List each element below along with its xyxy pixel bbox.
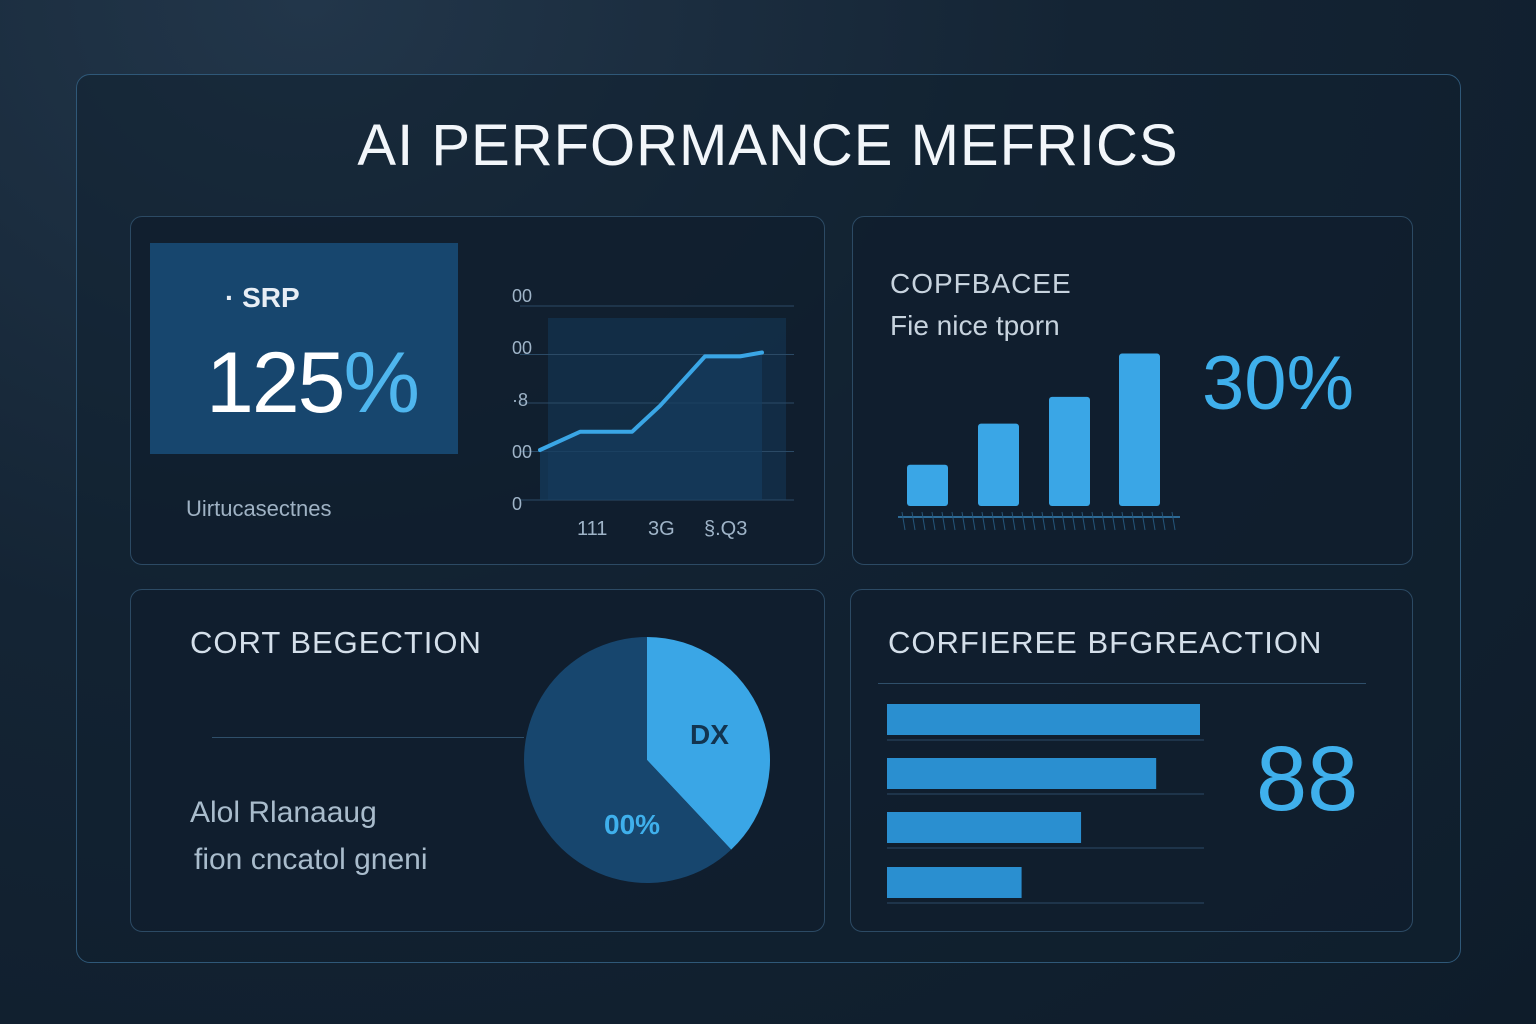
bar-baseline-tick bbox=[1041, 511, 1046, 531]
bar-baseline-tick bbox=[1001, 511, 1006, 531]
bar-baseline-tick bbox=[1171, 511, 1176, 531]
bar-baseline-tick bbox=[1011, 511, 1016, 531]
bar-baseline-tick bbox=[911, 511, 916, 531]
kpi-label: · SRP bbox=[225, 282, 300, 313]
bar-baseline-tick bbox=[921, 511, 926, 531]
line-series bbox=[538, 350, 764, 452]
bar bbox=[1119, 353, 1160, 506]
bar bbox=[1049, 396, 1090, 506]
bar-baseline-tick bbox=[1061, 511, 1066, 531]
bar-baseline-tick bbox=[981, 511, 986, 531]
bar-panel-value: 30% bbox=[1202, 341, 1355, 426]
bar-baseline-tick bbox=[1161, 511, 1166, 531]
pie-slice-label: DX bbox=[690, 719, 729, 750]
pie-slice-label: 00% bbox=[604, 809, 660, 840]
kpi-value: 125% bbox=[206, 334, 420, 433]
bar-baseline-tick bbox=[1121, 511, 1126, 531]
kpi-unit: % bbox=[343, 335, 420, 431]
bar-panel-heading: COPFBACEE bbox=[890, 268, 1072, 299]
bar-baseline-tick bbox=[961, 511, 966, 531]
kpi-footer-label: Uirtucasectnes bbox=[186, 496, 332, 521]
bar-baseline-tick bbox=[991, 511, 996, 531]
hbar bbox=[887, 867, 1022, 898]
bar-baseline-tick bbox=[951, 511, 956, 531]
line-y-tick-label: 00 bbox=[512, 338, 532, 358]
line-x-tick-label: 3G bbox=[648, 518, 675, 540]
bar-baseline-tick bbox=[971, 511, 976, 531]
bar-baseline-tick bbox=[901, 511, 906, 531]
line-y-tick-label: 0 bbox=[512, 494, 522, 514]
bar-baseline-tick bbox=[1141, 511, 1146, 531]
line-y-tick-label: ·8 bbox=[512, 390, 528, 410]
page-title: AI PERFORMANCE MEFRICS bbox=[357, 113, 1179, 178]
hbar bbox=[887, 704, 1200, 735]
pie-panel-text-2: fion cncatol gneni bbox=[194, 843, 428, 876]
line-y-tick-label: 00 bbox=[512, 286, 532, 306]
line-x-tick-label: §.Q3 bbox=[704, 518, 747, 540]
kpi-box bbox=[150, 243, 458, 454]
bar-baseline-tick bbox=[931, 511, 936, 531]
bar-baseline-tick bbox=[1071, 511, 1076, 531]
line-x-tick-label: 111 bbox=[577, 518, 607, 540]
bar-baseline-tick bbox=[1091, 511, 1096, 531]
pie-panel-text-1: Alol Rlanaaug bbox=[190, 796, 377, 829]
pie-panel-heading: CORT BEGECTION bbox=[190, 625, 482, 660]
bar bbox=[907, 464, 948, 506]
pie-panel-divider bbox=[212, 737, 524, 738]
line-y-tick-label: 00 bbox=[512, 442, 532, 462]
bar-baseline-tick bbox=[1151, 511, 1156, 531]
kpi-number: 125 bbox=[206, 335, 345, 431]
bar-baseline-tick bbox=[941, 511, 946, 531]
bar bbox=[978, 423, 1019, 506]
hbar-panel-heading: CORFIEREE BFGREACTION bbox=[888, 625, 1323, 660]
bar-panel-subheading: Fie nice tporn bbox=[890, 310, 1060, 341]
bar-baseline-tick bbox=[1021, 511, 1026, 531]
pie-slice bbox=[647, 637, 770, 850]
hbar bbox=[887, 758, 1157, 789]
bar-baseline-tick bbox=[1051, 511, 1056, 531]
bar-baseline-tick bbox=[1081, 511, 1086, 531]
pie-slice bbox=[523, 637, 732, 884]
line-area bbox=[540, 352, 762, 500]
bar-baseline-tick bbox=[1101, 511, 1106, 531]
hbar bbox=[887, 812, 1082, 843]
bar-baseline-tick bbox=[1031, 511, 1036, 531]
hbar-panel-value: 88 bbox=[1256, 728, 1359, 830]
bar-baseline-tick bbox=[1131, 511, 1136, 531]
hbar-panel-divider bbox=[878, 683, 1366, 684]
bar-baseline-tick bbox=[1111, 511, 1116, 531]
